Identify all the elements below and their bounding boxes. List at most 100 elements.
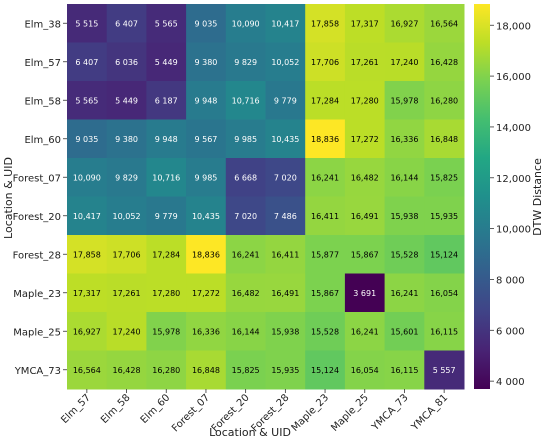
heatmap-cell (424, 273, 465, 313)
cell-value-label: 16,482 (351, 173, 379, 182)
heatmap-cell (384, 42, 425, 82)
cell-value-label: 10,052 (113, 212, 141, 221)
cell-value-label: 9 779 (155, 212, 178, 221)
heatmap-cell (265, 235, 306, 274)
x-tick-label: Maple_23 (290, 392, 332, 434)
cell-value-label: 17,284 (152, 250, 180, 259)
heatmap-cell (146, 119, 187, 159)
heatmap-cell (344, 4, 386, 43)
cell-value-label: 16,927 (390, 19, 418, 28)
heatmap-cell (106, 196, 147, 236)
colorbar-label: DTW Distance (531, 158, 544, 236)
cell-value-label: 16,848 (192, 366, 220, 375)
cell-value-label: 15,938 (390, 212, 418, 221)
cell-value-label: 16,482 (232, 289, 260, 298)
heatmap-cell (344, 196, 386, 236)
heatmap-cell (305, 312, 346, 351)
cell-value-label: 16,564 (73, 366, 101, 375)
cell-value-label: 9 948 (155, 135, 178, 144)
cell-value-label: 10,716 (232, 96, 260, 105)
heatmap-cell (424, 350, 465, 390)
y-tick-label: Maple_25 (13, 327, 61, 338)
cell-value-label: 6 407 (115, 19, 138, 28)
heatmap-cell (186, 312, 227, 351)
cell-value-label: 9 985 (234, 135, 257, 144)
heatmap-cell (265, 119, 306, 159)
cell-value-label: 16,241 (351, 327, 379, 336)
cell-value-label: 9 948 (194, 96, 217, 105)
heatmap-cell (424, 119, 465, 159)
cell-value-label: 16,428 (430, 58, 458, 67)
cell-value-label: 16,428 (113, 366, 141, 375)
heatmap-cell (225, 4, 266, 43)
x-tick-label: Elm_60 (139, 392, 173, 426)
cell-value-label: 17,280 (152, 289, 180, 298)
cell-value-label: 15,528 (311, 327, 339, 336)
heatmap-cell (146, 196, 187, 236)
cell-value-label: 9 380 (194, 58, 217, 67)
y-axis-label: Location & UID (2, 157, 15, 239)
y-tick-label: Elm_38 (24, 19, 61, 30)
heatmap-cell (344, 81, 386, 120)
heatmap-cell (265, 4, 306, 43)
heatmap-cell (384, 312, 425, 351)
cell-value-label: 15,601 (390, 327, 418, 336)
cell-value-label: 15,528 (390, 250, 418, 259)
cell-value-label: 16,927 (73, 327, 101, 336)
cell-value-label: 15,867 (311, 289, 339, 298)
heatmap-cell (106, 273, 147, 313)
cell-value-label: 15,124 (430, 250, 458, 259)
cell-value-label: 6 407 (75, 58, 98, 67)
y-tick-labels: Elm_38 Elm_57 Elm_58 Elm_60 Forest_07 Forest_… (13, 19, 67, 377)
heatmap-cell (225, 42, 266, 82)
heatmap-cell (106, 119, 147, 159)
cell-value-label: 15,978 (152, 327, 180, 336)
heatmap-cell (305, 350, 346, 390)
cell-value-label: 16,241 (390, 289, 418, 298)
heatmap-cell (424, 235, 465, 274)
cell-value-label: 15,938 (271, 327, 299, 336)
heatmap-cell (265, 350, 306, 390)
heatmap-cell (186, 235, 227, 274)
cell-value-label: 16,280 (152, 366, 180, 375)
cell-value-label: 16,241 (311, 173, 339, 182)
cell-value-label: 10,090 (232, 19, 260, 28)
heatmap-cell (384, 273, 425, 313)
heatmap-cell (265, 158, 306, 197)
heatmap-cell (265, 81, 306, 120)
colorbar-tick-label: 10,000 (496, 225, 531, 236)
cell-value-label: 9 035 (194, 19, 217, 28)
cell-value-label: 17,261 (351, 58, 379, 67)
x-tick-label: YMCA_73 (369, 392, 410, 433)
x-tick-label: Forest_07 (170, 392, 212, 434)
heatmap-cell (67, 158, 108, 197)
heatmap-cell (344, 42, 386, 82)
colorbar (474, 4, 490, 389)
heatmap-cell (225, 81, 266, 120)
heatmap-cell (424, 196, 465, 236)
heatmap-cell (146, 81, 187, 120)
cell-value-label: 5 449 (155, 58, 178, 67)
heatmap-cell (424, 42, 465, 82)
y-tick-label: Elm_60 (24, 135, 61, 146)
heatmap-cell (146, 42, 187, 82)
y-tick-label: Elm_57 (24, 58, 61, 69)
cell-value-label: 5 565 (75, 96, 98, 105)
cell-value-label: 16,336 (390, 135, 418, 144)
heatmap-cell (225, 158, 266, 197)
cell-value-label: 17,280 (351, 96, 379, 105)
heatmap-cell (106, 350, 147, 390)
heatmap-cell (384, 196, 425, 236)
heatmap-cell (384, 158, 425, 197)
cell-value-label: 17,272 (351, 135, 379, 144)
heatmap-cell (344, 158, 386, 197)
heatmap-cell (305, 196, 346, 236)
cell-value-label: 17,858 (311, 19, 339, 28)
heatmap-cell (67, 235, 108, 274)
cell-value-label: 16,491 (351, 212, 379, 221)
cell-value-label: 10,435 (192, 212, 220, 221)
cell-value-label: 15,825 (430, 173, 458, 182)
cell-value-label: 9 567 (194, 135, 217, 144)
cell-value-label: 16,411 (311, 212, 339, 221)
